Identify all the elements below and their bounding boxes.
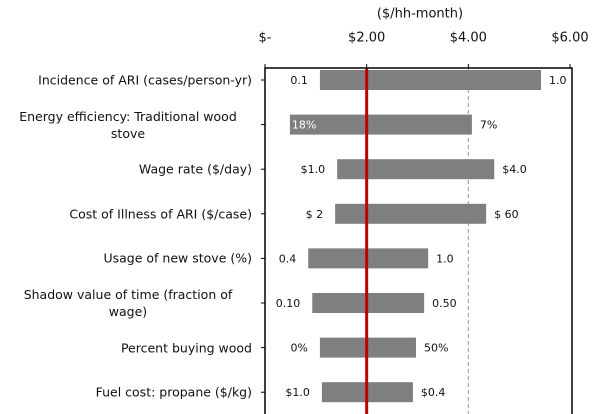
left-label: 0% <box>290 342 307 355</box>
right-label: $4.0 <box>502 163 526 176</box>
category-text: Percent buying wood <box>120 340 252 356</box>
left-label: 0.10 <box>276 297 301 310</box>
category-text: Shadow value of time (fraction of wage) <box>23 287 233 319</box>
left-label: 0.4 <box>279 252 297 265</box>
category-text: Cost of Illness of ARI ($/case) <box>69 206 252 222</box>
bar <box>289 114 472 135</box>
category-label: Incidence of ARI (cases/person-yr) <box>4 72 252 89</box>
category-label: Energy efficiency: Traditional wood stov… <box>4 108 252 142</box>
left-label: $ 2 <box>306 208 324 221</box>
left-label: $1.0 <box>301 163 326 176</box>
right-label: $ 60 <box>494 208 519 221</box>
x-tick-label: $2.00 <box>348 31 385 46</box>
category-text: Incidence of ARI (cases/person-yr) <box>38 72 252 88</box>
x-tick-label: $4.00 <box>450 31 487 46</box>
category-text: Wage rate ($/day) <box>138 161 252 177</box>
left-label: 18% <box>292 119 316 132</box>
right-label: $0.4 <box>421 386 446 399</box>
x-tick-label: $6.00 <box>551 31 588 46</box>
category-label: Fuel cost: propane ($/kg) <box>4 384 252 401</box>
bar <box>308 248 429 269</box>
right-label: 7% <box>480 119 497 132</box>
left-label: 0.1 <box>290 74 308 87</box>
bar <box>312 293 425 313</box>
category-text: Fuel cost: propane ($/kg) <box>95 384 252 400</box>
left-label: $1.0 <box>285 386 310 399</box>
category-label: Percent buying wood <box>4 339 252 356</box>
category-label: Usage of new stove (%) <box>4 250 252 267</box>
category-text: Energy efficiency: Traditional wood stov… <box>19 108 237 141</box>
right-label: 1.0 <box>549 74 567 87</box>
plot-frame <box>264 67 573 414</box>
right-label: 50% <box>424 342 448 355</box>
bar <box>335 203 487 224</box>
right-label: 0.50 <box>432 297 457 310</box>
right-label: 1.0 <box>436 252 454 265</box>
category-label: Cost of Illness of ARI ($/case) <box>4 205 252 222</box>
axis-title: ($/hh-month) <box>377 7 463 22</box>
category-label: Shadow value of time (fraction of wage) <box>4 286 252 320</box>
bar <box>337 159 495 180</box>
category-text: Usage of new stove (%) <box>103 250 252 266</box>
x-tick-label: $- <box>259 31 272 46</box>
category-label: Wage rate ($/day) <box>4 161 252 178</box>
bar <box>319 70 542 90</box>
